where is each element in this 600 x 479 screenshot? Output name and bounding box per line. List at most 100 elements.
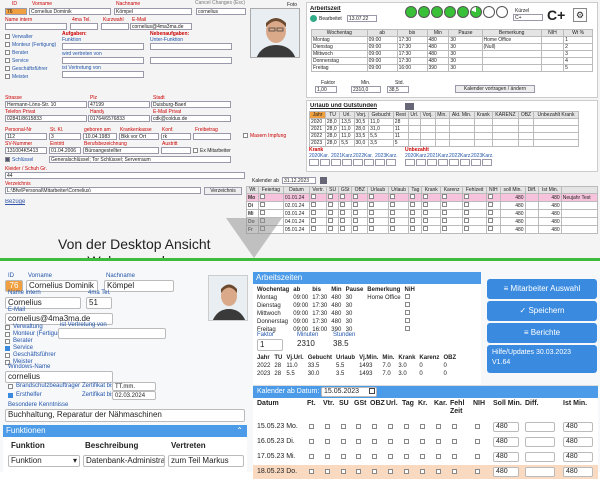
az-cell[interactable]: 480 [426,36,450,44]
web-kal-check[interactable] [452,439,457,444]
kal-check-cell[interactable] [309,225,328,234]
kal-check[interactable] [423,210,429,215]
web-nih-cell[interactable] [403,302,417,310]
kal-check[interactable] [259,210,265,215]
krank_years-field-1[interactable] [320,159,330,166]
krank_years-field-5[interactable] [364,159,374,166]
kal-check-cell[interactable] [387,193,410,202]
kal-check[interactable] [464,210,470,215]
web-kal-check[interactable] [388,454,393,459]
kal-check-cell[interactable] [440,209,464,218]
kal-check-cell[interactable] [337,217,353,226]
web-kal-check[interactable] [356,439,361,444]
kal-check[interactable] [442,202,448,207]
kal-check[interactable] [311,226,317,231]
kal-check[interactable] [410,202,416,207]
table-row[interactable]: Montag 09:00 17:30 480 30 Home Office [255,294,417,302]
kal-check[interactable] [389,218,395,223]
verzeichnis-field[interactable]: L:\Bfw\Personal\Mitarbeiter\Cornelius\ [5,187,201,194]
fn-funktion-select[interactable]: Funktion ▾ [8,455,80,467]
web-role-checkbox[interactable] [5,360,10,365]
az-cell[interactable]: 09:00 [366,43,398,51]
web-kal-check[interactable] [356,454,361,459]
wird-vertreten-field[interactable] [62,57,144,64]
web-kal-check[interactable] [372,424,377,429]
table-row[interactable]: Dienstag 09:00 17:30 480 30 [255,302,417,310]
email-privat-field[interactable]: cdk@coldus.de [151,115,231,122]
kal-check[interactable] [423,218,429,223]
kal-check[interactable] [369,194,374,199]
krank_years-field-0[interactable] [309,159,319,166]
kal-check-cell[interactable] [387,201,410,210]
table-row[interactable]: 17.05.23 Mi. 480 480 [253,450,598,464]
krank_years-field-7[interactable] [386,159,396,166]
cancel-changes-button[interactable]: Cancel Changes (Esc) [195,0,246,6]
unbezahlt_years-field-0[interactable] [405,159,415,166]
funktionen-header[interactable]: Funktionen ⌃ [3,425,247,437]
role-check-1[interactable]: Monteur (Fertigung) [5,41,60,49]
kal-check-cell[interactable] [421,209,442,218]
kal-check-cell[interactable] [367,193,389,202]
schluessel-field[interactable]: Generalschlüssel; Tor Schlüssel; Serverr… [49,156,231,163]
login-field[interactable]: cornelius [196,8,246,15]
az-cell[interactable]: Donnerstag [311,57,368,65]
nih-checkbox[interactable] [404,302,410,307]
table-row[interactable]: Mi 03.01.24 480 480 [246,209,599,218]
role-check-5[interactable]: Meister [5,73,60,81]
role-checkbox[interactable] [5,74,10,79]
kal-check[interactable] [339,218,345,223]
az-cell[interactable]: 09:00 [366,36,398,44]
nih-checkbox[interactable] [404,310,410,315]
unbezahlt_years-field-3[interactable] [438,159,448,166]
az-cell[interactable]: 17:30 [396,57,428,65]
masern-checkbox[interactable] [243,133,248,138]
kal-check-cell[interactable] [367,217,389,226]
kal-check[interactable] [353,210,359,215]
az-cell[interactable]: 09:00 [366,50,398,58]
web-kal-check[interactable] [404,439,409,444]
web-kal-diff[interactable] [525,452,555,462]
krank_years-field-4[interactable] [353,159,363,166]
kalender-ab-field[interactable]: 31.12.2023 [282,177,316,184]
email-field[interactable]: cornelius@4ma3ma.de [130,23,192,30]
kal-check[interactable] [353,218,359,223]
fn-beschreibung-field[interactable]: Datenbank-Administrator [83,455,165,467]
web-email-field[interactable]: cornelius@4ma3ma.de [5,313,113,325]
st-kl-field[interactable]: 3 [49,133,81,140]
kal-check-cell[interactable] [486,193,501,202]
faktor-field[interactable]: 1,00 [315,86,337,93]
strasse-field[interactable]: Hermann-Löns-Str. 10 [5,101,87,108]
az-cell[interactable]: 17:30 [396,43,428,51]
web-kal-check[interactable] [325,454,330,459]
web-kal-ist[interactable]: 480 [563,422,593,432]
kal-check-cell[interactable] [421,225,442,234]
table-row[interactable]: Freitag 09:00 16:00 390 30 [255,326,417,334]
web-calendar-icon[interactable] [369,388,375,394]
kal-check[interactable] [339,226,345,231]
kal-feiertag[interactable] [257,209,284,218]
role-checkbox[interactable] [5,34,10,39]
kal-check[interactable] [464,226,470,231]
web-kal-check[interactable] [325,424,330,429]
kal-check-cell[interactable] [337,201,353,210]
unbezahlt_years-field-6[interactable] [471,159,481,166]
kal-check[interactable] [410,194,416,199]
kal-check[interactable] [389,202,395,207]
ist-vertretung-field[interactable] [62,71,144,78]
neben-vertreten-field[interactable] [150,57,232,64]
az-cell[interactable]: 30 [448,50,483,58]
kal-check-cell[interactable] [408,217,423,226]
web-nih-cell[interactable] [403,326,417,334]
web-kal-check[interactable] [452,424,457,429]
speichern-button[interactable]: ✓ Speichern [487,301,597,321]
web-tel-field[interactable]: 51 [86,297,112,309]
kal-check-cell[interactable] [408,193,423,202]
kal-check[interactable] [488,226,494,231]
stadt-field[interactable]: Duisburg-Baerl [151,101,231,108]
kal-check[interactable] [410,210,416,215]
mitarbeiter-auswahl-button[interactable]: ≡ Mitarbeiter Auswahl [487,279,597,299]
kal-check-cell[interactable] [337,225,353,234]
web-vorname-field[interactable]: Cornelius Dominik [26,280,98,292]
table-row[interactable]: Donnerstag 09:00 17:30 480 30 [255,318,417,326]
az-cell[interactable]: 390 [426,64,450,72]
